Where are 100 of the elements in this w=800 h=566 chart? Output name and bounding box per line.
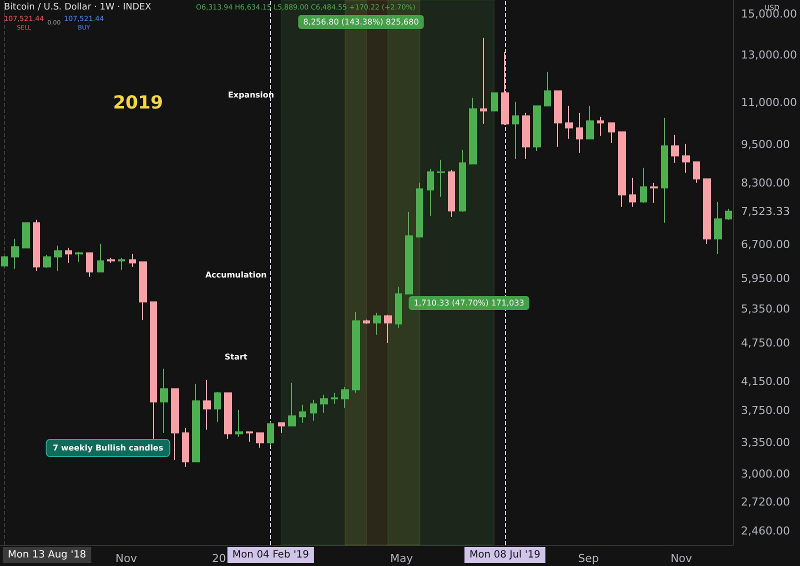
ref-line-label: Mon 04 Feb '19 — [232, 550, 309, 560]
candlestick — [320, 394, 328, 414]
candlestick — [373, 312, 381, 336]
ref-line-label: Mon 13 Aug '18 — [8, 550, 86, 560]
candlestick — [576, 112, 583, 154]
candlestick — [129, 253, 136, 268]
chart-title: Bitcoin / U.S. Dollar · 1W · INDEX — [4, 2, 152, 12]
candlestick — [214, 391, 221, 422]
x-tick-label: 20 — [212, 552, 226, 565]
candlestick — [640, 167, 647, 204]
annotation: Accumulation — [205, 270, 267, 280]
annotation: 1,710.33 (47.70%) 171,033 — [414, 298, 524, 308]
candlestick — [714, 201, 722, 254]
annotation: 2019 — [112, 92, 164, 114]
candlestick — [565, 105, 573, 140]
candlestick — [469, 97, 477, 164]
candlestick — [671, 134, 679, 164]
candlestick — [650, 182, 658, 204]
ref-line-label: Mon 08 Jul '19 — [469, 550, 540, 560]
candlestick — [43, 254, 51, 268]
candlestick — [693, 161, 700, 184]
candlestick — [480, 37, 487, 124]
candlestick — [288, 382, 296, 426]
x-tick-label: May — [390, 552, 414, 565]
candlestick — [139, 261, 147, 320]
candlestick — [437, 159, 445, 198]
candlestick — [118, 257, 125, 270]
candlestick — [33, 219, 40, 272]
candlestick — [65, 247, 72, 264]
candlestick — [75, 251, 83, 262]
candlestick — [395, 286, 402, 328]
candlestick — [22, 222, 30, 248]
y-tick-label: 11,000.00 — [741, 96, 797, 110]
candlestick — [160, 368, 168, 434]
candlestick — [363, 319, 370, 324]
candlestick — [150, 301, 157, 440]
candlestick — [661, 117, 668, 224]
candlestick — [703, 178, 711, 244]
candlestick — [278, 422, 285, 434]
x-tick-label: Sep — [578, 552, 599, 565]
candlestick — [544, 71, 551, 106]
x-tick-label: Nov — [670, 552, 693, 565]
x-tick-label: Nov — [115, 552, 138, 565]
candlestick — [192, 383, 200, 462]
y-tick-label: 7,523.33 — [741, 204, 790, 218]
annotation: Start — [224, 352, 248, 362]
candlestick — [1, 255, 8, 268]
candlestick — [554, 90, 562, 148]
candlestick — [86, 252, 93, 278]
candlestick — [682, 143, 690, 174]
candlestick — [586, 105, 594, 140]
candlestick — [501, 51, 509, 126]
annotation: Expansion — [228, 90, 274, 100]
y-tick-label: 3,750.00 — [741, 404, 790, 417]
y-tick-label: 5,350.00 — [741, 302, 790, 316]
candlestick — [725, 208, 732, 220]
candlestick — [182, 427, 189, 468]
candlestick — [427, 168, 434, 216]
y-tick-label: 4,750.00 — [741, 336, 790, 350]
y-tick-label: 8,300.00 — [741, 176, 790, 190]
candlestick — [448, 169, 455, 218]
candlestick — [224, 392, 232, 440]
candlestick — [533, 105, 541, 152]
candlestick — [597, 116, 604, 136]
candlestick — [618, 131, 626, 208]
candlestick — [246, 431, 253, 442]
candlestick — [491, 92, 498, 112]
candlestick — [459, 149, 466, 212]
y-tick-label: 2,460.00 — [741, 524, 790, 538]
annotation: 8,256.80 (143.38%) 825,680 — [303, 18, 419, 26]
candlestick — [341, 386, 349, 408]
candlestick — [171, 388, 179, 460]
candlestick — [235, 409, 243, 438]
candlestick — [352, 311, 360, 394]
annotation: 7 weekly Bullish candles — [52, 444, 164, 452]
candlestick — [512, 101, 519, 160]
y-tick-label: 13,000.00 — [741, 48, 797, 62]
y-tick-label: 3,350.00 — [741, 436, 790, 450]
candlestick — [203, 379, 211, 430]
candlestick — [384, 314, 392, 344]
y-tick-label: 9,500.00 — [741, 138, 790, 152]
candlestick — [299, 404, 306, 424]
y-tick-label: 2,720.00 — [741, 496, 790, 509]
candlestick — [267, 421, 274, 446]
candlestick — [608, 122, 615, 144]
candlestick — [310, 399, 317, 422]
y-tick-label: 3,000.00 — [741, 468, 790, 481]
candlestick — [54, 245, 62, 272]
y-tick-label: 6,700.00 — [741, 238, 790, 251]
y-tick-label: 4,150.00 — [741, 374, 790, 388]
candlestick — [522, 112, 530, 160]
candlestick — [107, 257, 115, 264]
candlestick — [629, 177, 636, 208]
candlestick — [11, 238, 19, 270]
candlestick — [97, 243, 104, 272]
candlestick — [256, 432, 264, 448]
candlestick — [331, 392, 338, 404]
candlestick — [405, 211, 413, 294]
y-tick-label: 5,950.00 — [741, 272, 790, 285]
candlestick — [416, 182, 423, 238]
